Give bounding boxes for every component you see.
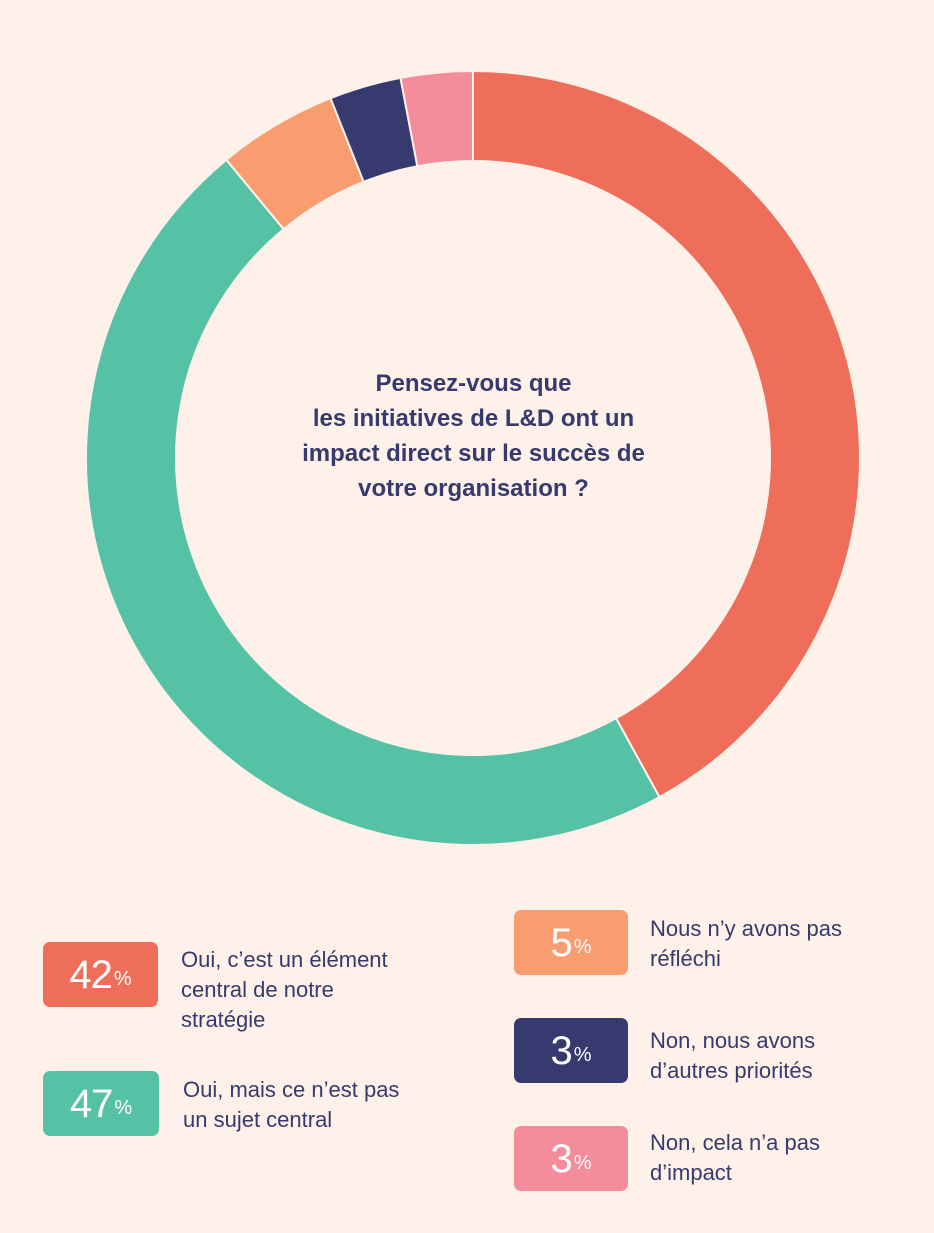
legend-badge-percent-sign: % — [114, 1096, 133, 1119]
legend-label: Oui, c’est un élément central de notre s… — [181, 945, 451, 1035]
legend-label-line: Oui, mais ce n’est pas — [183, 1077, 400, 1102]
legend-label-line: central de notre — [181, 977, 334, 1002]
legend-badge-3-navy: 3 % — [514, 1018, 628, 1083]
legend-label-line: d’impact — [650, 1160, 732, 1185]
legend-badge-42: 42 % — [43, 942, 158, 1007]
chart-title-line-2: les initiatives de L&D ont un — [312, 405, 635, 432]
legend-label: Oui, mais ce n’est pas un sujet central — [183, 1075, 453, 1135]
legend-label-line: Nous n’y avons pas — [650, 916, 842, 941]
legend-label: Non, nous avons d’autres priorités — [650, 1026, 900, 1086]
legend-badge-value: 3 — [550, 1136, 572, 1181]
donut-slice-4 — [399, 69, 474, 168]
legend-badge-value: 47 — [69, 1081, 113, 1126]
chart-title: Pensez-vous que les initiatives de L&D o… — [230, 366, 717, 506]
donut-slice-0 — [472, 69, 861, 799]
legend-badge-value: 3 — [550, 1028, 572, 1073]
chart-title-line-1: Pensez-vous que — [375, 370, 572, 397]
legend-label-line: un sujet central — [183, 1107, 333, 1132]
chart-title-line-3: impact direct sur le succès de — [302, 440, 645, 467]
legend-badge-3-pink: 3 % — [514, 1126, 628, 1191]
legend-badge-value: 5 — [550, 920, 572, 965]
legend-badge-percent-sign: % — [573, 1151, 592, 1174]
legend-label: Non, cela n’a pas d’impact — [650, 1128, 900, 1188]
legend-badge-47: 47 % — [43, 1071, 159, 1136]
legend-badge-percent-sign: % — [113, 967, 132, 990]
legend-badge-percent-sign: % — [573, 935, 592, 958]
legend-badge-percent-sign: % — [573, 1043, 592, 1066]
legend-label-line: d’autres priorités — [650, 1058, 813, 1083]
donut-chart — [85, 69, 861, 846]
legend-label-line: stratégie — [181, 1007, 266, 1032]
donut-slice-1 — [85, 158, 661, 846]
legend-badge-5: 5 % — [514, 910, 628, 975]
legend-label-line: réfléchi — [650, 946, 721, 971]
legend-badge-value: 42 — [69, 952, 112, 997]
legend-label-line: Non, nous avons — [650, 1028, 816, 1053]
legend-label: Nous n’y avons pas réfléchi — [650, 914, 900, 974]
legend-label-line: Non, cela n’a pas — [650, 1130, 820, 1155]
chart-title-line-4: votre organisation ? — [358, 475, 589, 502]
legend-label-line: Oui, c’est un élément — [181, 947, 388, 972]
